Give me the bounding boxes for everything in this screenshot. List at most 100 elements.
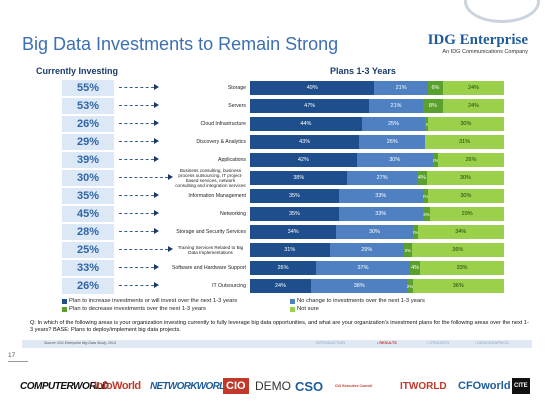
stacked-bar: 49% 21% 6% 24%: [250, 81, 504, 95]
cio-logo: CIO: [223, 378, 249, 394]
currently-investing-header: Currently Investing: [36, 66, 119, 76]
cite-logo: CITE: [512, 378, 530, 394]
bar-segment-increase: 47%: [250, 99, 370, 113]
stacked-bar: 31% 29% 3% 36%: [250, 243, 504, 257]
bar-segment-not-sure: 26%: [437, 153, 504, 167]
bar-segment-decrease: 2%: [432, 153, 438, 167]
chart-row: 33% Software and Hardware Support 26% 37% 4%…: [62, 260, 504, 276]
bar-segment-increase: 35%: [250, 207, 339, 221]
nav-demographics[interactable]: • DEMOGRAPHICS: [475, 341, 509, 345]
bar-segment-not-sure: 30%: [427, 189, 504, 203]
demo-logo: DEMO: [255, 379, 291, 393]
leader-line: [119, 123, 154, 124]
stacked-bar: 34%30%2%34%: [250, 225, 504, 239]
currently-investing-value: 25%: [62, 242, 114, 258]
bar-segment-not-sure: 24%: [443, 99, 504, 113]
currently-investing-value: 26%: [62, 116, 114, 132]
legend-item: Plan to increase investments or will inv…: [62, 298, 237, 304]
leader-line: [119, 105, 154, 106]
leader-line: [119, 213, 154, 214]
leader-line: [119, 231, 154, 232]
legend-swatch: [62, 306, 67, 312]
nav-strategy[interactable]: • STRATEGY: [427, 341, 450, 345]
brand-subtitle: An IDG Communications Company: [442, 49, 528, 55]
chart-row: 26% Cloud Infrastructure 44%25%1%30%: [62, 116, 504, 132]
bar-segment-decrease: 4%: [416, 171, 428, 185]
stacked-bar: 35%33%2%30%: [250, 189, 504, 203]
globe-graphic-icon: [464, 0, 540, 23]
category-label: Cloud Infrastructure: [200, 121, 246, 127]
nav-results[interactable]: • RESULTS: [377, 341, 397, 345]
leader-arrow-icon: [154, 282, 159, 288]
nav-introduction[interactable]: INTRODUCTION: [316, 341, 346, 345]
bar-segment-no-change: 25%: [361, 117, 426, 131]
legend-label: Plan to increase investments or will inv…: [69, 298, 238, 304]
leader-line: [119, 141, 154, 142]
bar-segment-no-change: 21%: [374, 81, 428, 95]
bar-segment-increase: 26%: [250, 261, 317, 275]
bar-segment-decrease: 4%: [410, 261, 421, 275]
chart-row: 25% Training Services Related to Big Data…: [62, 242, 504, 258]
networkworld-logo: NETWORKWORLD: [150, 380, 232, 392]
bar-segment-not-sure: 33%: [420, 261, 504, 275]
bar-segment-not-sure: 36%: [411, 243, 504, 257]
bar-segment-not-sure: 24%: [443, 81, 504, 95]
currently-investing-value: 53%: [62, 98, 114, 114]
bar-segment-decrease: 3%: [403, 243, 412, 257]
legend-label: Not sure: [297, 306, 319, 312]
currently-investing-value: 30%: [62, 170, 114, 186]
bar-segment-decrease: 2%: [412, 225, 418, 239]
leader-line: [119, 249, 168, 250]
chart-row: 53% Servers 47% 21% 8% 24%: [62, 98, 504, 114]
bar-segment-increase: 44%: [250, 117, 362, 131]
cso-logo: CSO: [295, 378, 324, 394]
leader-line: [119, 267, 154, 268]
category-label: Training Services Related to Big Data Im…: [177, 244, 244, 255]
legend-item: Not sure: [290, 306, 319, 312]
leader-arrow-icon: [168, 174, 173, 180]
category-label: Storage: [227, 85, 246, 91]
bar-segment-decrease: 1%: [425, 117, 428, 131]
bar-segment-no-change: 37%: [316, 261, 410, 275]
category-label: Business consulting, business process ou…: [175, 167, 246, 189]
currently-investing-value: 28%: [62, 224, 114, 240]
category-label: IT Outsourcing: [212, 283, 246, 289]
stacked-bar: 38% 27% 4% 30%: [250, 171, 504, 185]
bar-segment-increase: 35%: [250, 189, 339, 203]
chart-row: 45% Networking 35% 33% 3% 29%: [62, 206, 504, 222]
bar-segment-not-sure: 31%: [425, 135, 504, 149]
legend-item: Plan to decrease investments over the ne…: [62, 306, 206, 312]
plans-header: Plans 1-3 Years: [330, 66, 396, 76]
bar-segment-not-sure: 29%: [430, 207, 504, 221]
stacked-bar: 42%30%2%26%: [250, 153, 504, 167]
legend-label: Plan to decrease investments over the ne…: [69, 306, 206, 312]
bar-segment-decrease: 3%: [422, 207, 431, 221]
legend-swatch: [290, 306, 295, 312]
survey-question: Q: In which of the following areas is yo…: [30, 320, 529, 333]
bar-segment-not-sure: 36%: [412, 279, 504, 293]
currently-investing-value: 35%: [62, 188, 114, 204]
bar-segment-no-change: 27%: [347, 171, 417, 185]
currently-investing-value: 33%: [62, 260, 114, 276]
leader-arrow-icon: [154, 228, 159, 234]
bar-segment-not-sure: 30%: [427, 117, 504, 131]
source-note: Source: IDG Enterprise Big Data Study, 2…: [44, 341, 116, 345]
bar-segment-no-change: 29%: [329, 243, 404, 257]
bar-segment-no-change: 30%: [356, 153, 433, 167]
bar-segment-decrease: 8%: [422, 99, 444, 113]
category-label: Networking: [220, 211, 246, 217]
leader-arrow-icon: [168, 246, 173, 252]
currently-investing-value: 26%: [62, 278, 114, 294]
bar-segment-increase: 38%: [250, 171, 348, 185]
category-label: Servers: [228, 103, 246, 109]
chart-row: 28%Storage and Security Services34%30%2%…: [62, 224, 504, 240]
leader-line: [119, 285, 154, 286]
chart-row: 29% Discovery & Analytics 43%26%0%31%: [62, 134, 504, 150]
stacked-bar: 47% 21% 8% 24%: [250, 99, 504, 113]
legend-item: No change to investments over the next 1…: [290, 298, 425, 304]
itworld-logo: ITWORLD: [400, 380, 447, 392]
cio-executive-council-logo: CIO Executive Council: [335, 384, 373, 388]
bar-segment-decrease: 2%: [407, 279, 413, 293]
bar-segment-increase: 42%: [250, 153, 357, 167]
